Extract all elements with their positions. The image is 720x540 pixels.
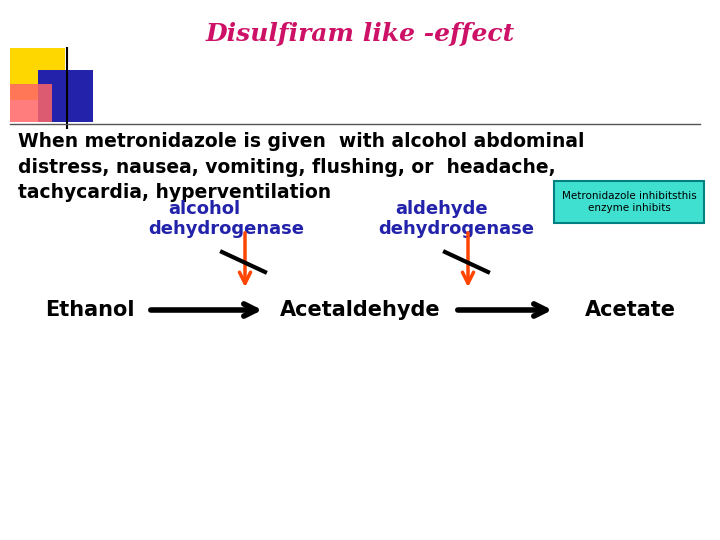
Bar — [10, 48, 65, 100]
Text: aldehyde: aldehyde — [395, 200, 487, 218]
Bar — [38, 70, 93, 122]
Text: Metronidazole inhibitsthis
enzyme inhibits: Metronidazole inhibitsthis enzyme inhibi… — [562, 191, 696, 213]
Text: Acetate: Acetate — [585, 300, 675, 320]
Text: dehydrogenase: dehydrogenase — [148, 220, 304, 238]
Text: When metronidazole is given  with alcohol abdominal
distress, nausea, vomiting, : When metronidazole is given with alcohol… — [18, 132, 585, 202]
Text: alcohol: alcohol — [168, 200, 240, 218]
Text: dehydrogenase: dehydrogenase — [378, 220, 534, 238]
Text: Acetaldehyde: Acetaldehyde — [279, 300, 441, 320]
Bar — [10, 84, 52, 122]
FancyBboxPatch shape — [554, 181, 704, 223]
Text: Ethanol: Ethanol — [45, 300, 135, 320]
Text: Disulfiram like -effect: Disulfiram like -effect — [205, 22, 515, 46]
